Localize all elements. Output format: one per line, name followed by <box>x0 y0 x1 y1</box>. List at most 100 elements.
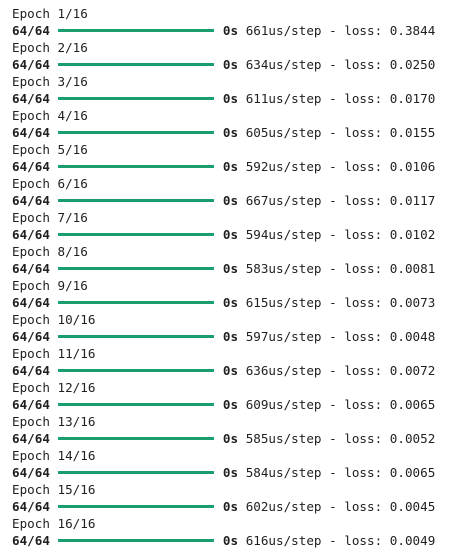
step-count: 64/64 <box>12 125 50 140</box>
separator-dash: - <box>321 431 345 446</box>
separator-space <box>382 90 390 107</box>
loss-label: loss: <box>344 23 383 38</box>
per-step-time: 616us/step <box>245 533 322 548</box>
progress-bar <box>57 267 214 270</box>
separator-dash: - <box>321 57 345 72</box>
epoch-header: Epoch 13/16 <box>12 414 96 429</box>
loss-value: 0.0106 <box>389 159 436 174</box>
per-step-time: 592us/step <box>245 159 322 174</box>
epoch-time: 0s <box>222 397 239 412</box>
progress-bar <box>57 97 214 100</box>
progress-bar <box>57 335 214 338</box>
separator-dash: - <box>321 533 345 548</box>
epoch-progress-line: 64/64 0s 585us/step - loss: 0.0052 <box>12 430 454 447</box>
step-count: 64/64 <box>12 533 50 548</box>
epoch-time: 0s <box>222 499 239 514</box>
step-count: 64/64 <box>12 465 50 480</box>
progress-bar <box>57 437 214 440</box>
progress-bar <box>57 369 214 372</box>
epoch-time: 0s <box>222 295 239 310</box>
separator-space <box>382 362 390 379</box>
separator-dash: - <box>321 227 345 242</box>
separator-space <box>382 56 390 73</box>
separator-space <box>382 158 390 175</box>
loss-label: loss: <box>344 499 383 514</box>
separator-dash: - <box>321 397 345 412</box>
epoch-progress-line: 64/64 0s 584us/step - loss: 0.0065 <box>12 464 454 481</box>
loss-label: loss: <box>344 159 383 174</box>
separator-space <box>382 430 390 447</box>
separator-dash: - <box>321 295 345 310</box>
separator-dash: - <box>321 261 345 276</box>
separator-dash: - <box>321 499 345 514</box>
separator-space <box>238 260 246 277</box>
separator-space <box>382 260 390 277</box>
loss-value: 0.0102 <box>389 227 436 242</box>
epoch-header: Epoch 8/16 <box>12 244 88 259</box>
epoch-progress-line: 64/64 0s 634us/step - loss: 0.0250 <box>12 56 454 73</box>
separator-space <box>238 90 246 107</box>
loss-value: 0.0170 <box>389 91 436 106</box>
loss-label: loss: <box>344 533 383 548</box>
loss-label: loss: <box>344 329 383 344</box>
epoch-progress-line: 64/64 0s 609us/step - loss: 0.0065 <box>12 396 454 413</box>
loss-label: loss: <box>344 125 383 140</box>
epoch-header: Epoch 1/16 <box>12 6 88 21</box>
separator-dash: - <box>321 363 345 378</box>
epoch-time: 0s <box>222 431 239 446</box>
per-step-time: 636us/step <box>245 363 322 378</box>
epoch-time: 0s <box>222 465 239 480</box>
epoch-header: Epoch 4/16 <box>12 108 88 123</box>
loss-value: 0.0065 <box>389 465 436 480</box>
separator-space <box>382 396 390 413</box>
epoch-time: 0s <box>222 57 239 72</box>
epoch-time: 0s <box>222 261 239 276</box>
loss-value: 0.0065 <box>389 397 436 412</box>
per-step-time: 584us/step <box>245 465 322 480</box>
progress-bar <box>57 165 214 168</box>
separator-space <box>238 226 246 243</box>
separator-space <box>238 464 246 481</box>
progress-bar <box>57 471 214 474</box>
epoch-progress-line: 64/64 0s 667us/step - loss: 0.0117 <box>12 192 454 209</box>
progress-bar <box>57 131 214 134</box>
step-count: 64/64 <box>12 295 50 310</box>
separator-space <box>238 56 246 73</box>
epoch-header: Epoch 2/16 <box>12 40 88 55</box>
separator-dash: - <box>321 193 345 208</box>
loss-value: 0.0072 <box>389 363 436 378</box>
step-count: 64/64 <box>12 261 50 276</box>
epoch-progress-line: 64/64 0s 592us/step - loss: 0.0106 <box>12 158 454 175</box>
epoch-time: 0s <box>222 533 239 548</box>
separator-space <box>238 22 246 39</box>
loss-label: loss: <box>344 465 383 480</box>
epoch-header: Epoch 9/16 <box>12 278 88 293</box>
progress-bar <box>57 505 214 508</box>
separator-space <box>238 532 246 549</box>
loss-value: 0.0052 <box>389 431 436 446</box>
epoch-header: Epoch 5/16 <box>12 142 88 157</box>
epoch-time: 0s <box>222 227 239 242</box>
loss-label: loss: <box>344 57 383 72</box>
epoch-progress-line: 64/64 0s 615us/step - loss: 0.0073 <box>12 294 454 311</box>
step-count: 64/64 <box>12 91 50 106</box>
epoch-time: 0s <box>222 125 239 140</box>
progress-bar <box>57 199 214 202</box>
progress-bar <box>57 29 214 32</box>
per-step-time: 597us/step <box>245 329 322 344</box>
epoch-progress-line: 64/64 0s 594us/step - loss: 0.0102 <box>12 226 454 243</box>
separator-space <box>382 192 390 209</box>
separator-dash: - <box>321 159 345 174</box>
epoch-header: Epoch 7/16 <box>12 210 88 225</box>
loss-label: loss: <box>344 397 383 412</box>
progress-bar <box>57 539 214 542</box>
separator-space <box>238 362 246 379</box>
epoch-header: Epoch 15/16 <box>12 482 96 497</box>
separator-space <box>238 158 246 175</box>
per-step-time: 585us/step <box>245 431 322 446</box>
step-count: 64/64 <box>12 23 50 38</box>
epoch-progress-line: 64/64 0s 616us/step - loss: 0.0049 <box>12 532 454 549</box>
progress-bar <box>57 233 214 236</box>
separator-space <box>238 294 246 311</box>
epoch-header: Epoch 11/16 <box>12 346 96 361</box>
